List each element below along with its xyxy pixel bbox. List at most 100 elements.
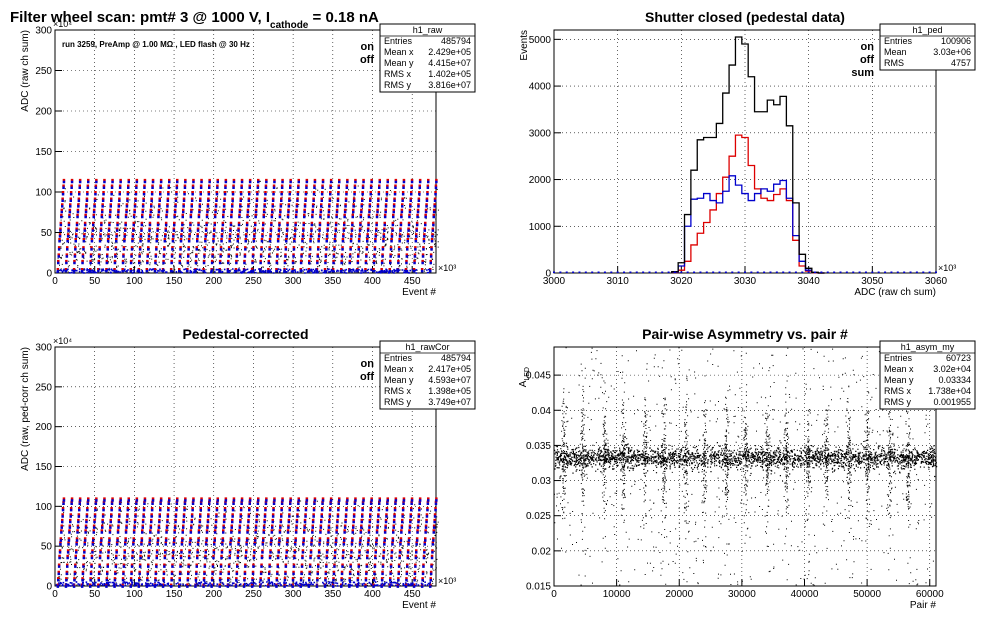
y-tick-label: 0.035 xyxy=(526,441,551,452)
legend-on: on xyxy=(861,41,875,53)
baseline-marker xyxy=(591,271,594,273)
panel-data-cor xyxy=(55,497,439,588)
panel-ped xyxy=(553,29,937,274)
baseline-marker xyxy=(826,271,829,273)
stats-box xyxy=(879,23,976,71)
x-tick-label: 200 xyxy=(205,276,222,287)
baseline-marker xyxy=(794,271,797,273)
x-tick-label: 350 xyxy=(324,276,341,287)
text-layer: Filter wheel scan: pmt# 3 @ 1000 V, Icat… xyxy=(10,9,976,611)
stats-name: h1_ped xyxy=(912,25,942,35)
x-axis-title: Event # xyxy=(402,287,436,298)
y-tick-label: 0 xyxy=(46,582,52,593)
x-tick-label: 0 xyxy=(551,589,557,600)
stats-name: h1_asym_my xyxy=(901,342,955,352)
run-info-text: run 3259, PreAmp @ 1.00 MΩ , LED flash @… xyxy=(62,40,250,49)
panel-text-ped: 3000 3010 3020 3030 3040 3050 3060 0 1000 2000 300… xyxy=(519,9,976,298)
x-tick-label: 450 xyxy=(404,276,421,287)
baseline-marker xyxy=(673,271,676,273)
stats-value: 3.816e+07 xyxy=(428,80,471,90)
asymmetry-outlier-points xyxy=(554,347,937,586)
y-tick-label: 200 xyxy=(35,422,52,433)
x-tick-label: 30000 xyxy=(728,589,756,600)
canvas-title-subscript: cathode xyxy=(270,20,309,31)
baseline-marker xyxy=(693,271,696,273)
baseline-marker xyxy=(890,271,893,273)
baseline-marker xyxy=(603,271,606,273)
stats-key: RMS y xyxy=(384,397,412,407)
stats-value: 1.402e+05 xyxy=(428,69,471,79)
scatter-points-off xyxy=(56,180,438,273)
panel-title: Pair-wise Asymmetry vs. pair # xyxy=(642,326,848,342)
y-tick-label: 250 xyxy=(35,382,52,393)
y-axis-title-sub: LED xyxy=(524,367,531,381)
baseline-marker xyxy=(667,271,670,273)
baseline-marker xyxy=(553,271,555,273)
legend-off: off xyxy=(860,54,874,66)
baseline-marker xyxy=(864,271,867,273)
y-axis-title-main: A xyxy=(518,380,529,387)
x-tick-label: 400 xyxy=(364,276,381,287)
stats-value: 1.398e+05 xyxy=(428,386,471,396)
baseline-marker xyxy=(807,271,810,273)
stats-value: 0.001955 xyxy=(933,397,971,407)
y-axis-title: ADC (raw ch sum) xyxy=(20,30,31,112)
x-exponent-label: ×10³ xyxy=(938,263,956,273)
baseline-marker xyxy=(635,271,638,273)
x-tick-label: 50 xyxy=(89,276,101,287)
stats-value: 4.415e+07 xyxy=(428,58,471,68)
stats-box xyxy=(379,340,476,410)
baseline-marker xyxy=(623,271,626,273)
baseline-marker xyxy=(903,271,906,273)
baseline-marker xyxy=(610,271,613,273)
baseline-marker xyxy=(820,271,823,273)
baseline-marker xyxy=(763,271,766,273)
x-tick-label: 3020 xyxy=(670,276,693,287)
legend-off: off xyxy=(360,371,374,383)
y-tick-label: 300 xyxy=(35,343,52,354)
stats-name: h1_rawCor xyxy=(405,342,449,352)
scatter-sparse-points xyxy=(56,180,439,273)
y-tick-label: 150 xyxy=(35,147,52,158)
y-tick-label: 3000 xyxy=(529,128,552,139)
stats-key: RMS y xyxy=(384,80,412,90)
y-tick-label: 4000 xyxy=(529,82,552,93)
stats-value: 0.03334 xyxy=(938,375,971,385)
scatter-baseline-points xyxy=(55,581,431,587)
y-tick-label: 0.045 xyxy=(526,371,551,382)
legend-on: on xyxy=(361,41,375,53)
y-tick-label: 1000 xyxy=(529,222,552,233)
y-tick-label: 0.015 xyxy=(526,582,551,593)
panel-data-asym xyxy=(554,347,938,586)
data-layer xyxy=(55,36,938,588)
stats-key: Entries xyxy=(884,36,913,46)
x-axis-title: ADC (raw ch sum) xyxy=(854,287,936,298)
baseline-marker xyxy=(629,271,632,273)
stats-key: Mean x xyxy=(384,364,414,374)
y-tick-label: 50 xyxy=(41,228,53,239)
baseline-marker xyxy=(584,271,587,273)
x-tick-label: 3040 xyxy=(798,276,821,287)
x-tick-label: 3050 xyxy=(861,276,884,287)
scatter-points-off xyxy=(56,499,438,588)
stats-box xyxy=(879,340,976,410)
x-tick-label: 0 xyxy=(52,276,58,287)
baseline-marker xyxy=(935,271,937,273)
canvas-title: Filter wheel scan: pmt# 3 @ 1000 V, Icat… xyxy=(10,9,379,31)
panel-title: Pedestal-corrected xyxy=(182,326,308,342)
panel-text-asym: 0 10000 20000 30000 40000 50000 60000 0.015 0.02… xyxy=(518,326,976,611)
stats-value: 3.03e+06 xyxy=(933,47,971,57)
baseline-marker xyxy=(750,271,753,273)
panel-text-raw: 0 50 100 150 200 250 300 350 400 450 0 50 100 150 200 2… xyxy=(20,19,476,298)
x-tick-label: 150 xyxy=(166,589,183,600)
stats-name: h1_raw xyxy=(413,25,443,35)
stats-key: Mean y xyxy=(384,58,414,68)
baseline-marker xyxy=(852,271,855,273)
x-tick-label: 100 xyxy=(126,589,143,600)
stats-key: RMS y xyxy=(884,397,912,407)
baseline-marker xyxy=(782,271,785,273)
baseline-marker xyxy=(858,271,861,273)
y-tick-label: 200 xyxy=(35,107,52,118)
x-tick-label: 100 xyxy=(126,276,143,287)
